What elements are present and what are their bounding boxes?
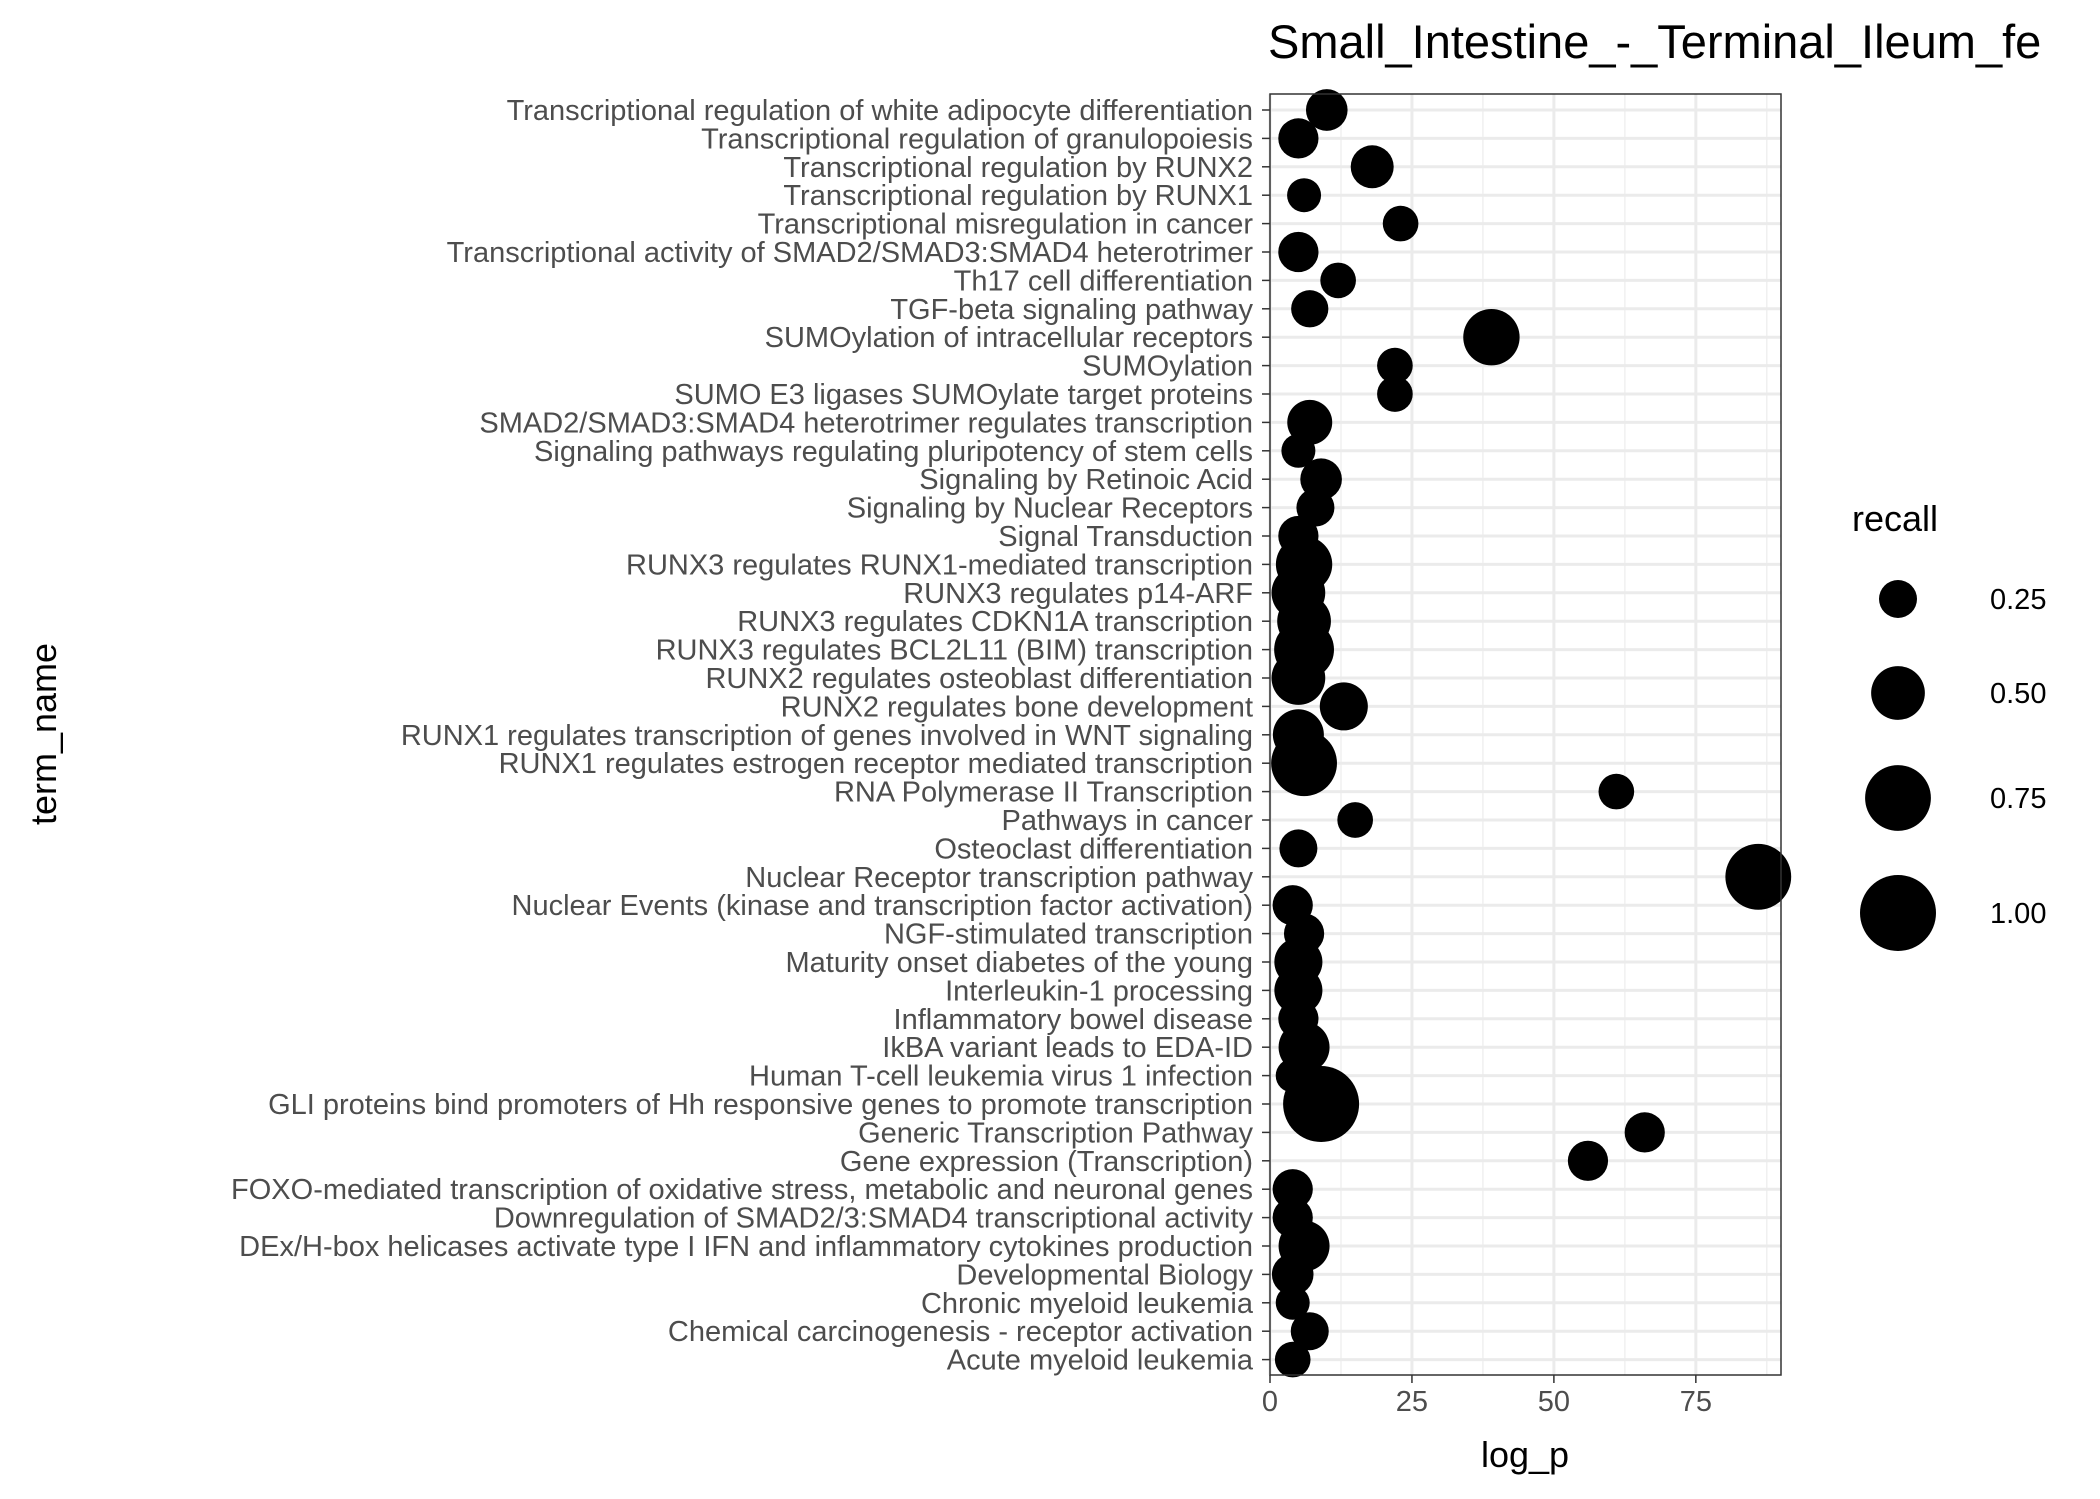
legend-key-circle — [1865, 765, 1931, 831]
y-tick-label: RUNX3 regulates BCL2L11 (BIM) transcript… — [656, 635, 1253, 667]
data-point — [1283, 1066, 1360, 1142]
y-tick-label: Chemical carcinogenesis - receptor activ… — [668, 1316, 1253, 1348]
data-point — [1290, 1312, 1329, 1351]
y-tick-label: SMAD2/SMAD3:SMAD4 heterotrimer regulates… — [479, 407, 1253, 439]
y-tick-label: Acute myeloid leukemia — [947, 1345, 1254, 1377]
y-tick-label: Th17 cell differentiation — [954, 265, 1253, 297]
data-point — [1319, 682, 1368, 731]
x-tick-label: 0 — [1262, 1386, 1278, 1418]
y-tick-label: RNA Polymerase II Transcription — [834, 777, 1253, 809]
y-tick-label: Transcriptional misregulation in cancer — [758, 209, 1254, 241]
data-point — [1320, 262, 1356, 299]
y-tick-label: Transcriptional activity of SMAD2/SMAD3:… — [447, 237, 1254, 269]
y-tick-label: Signaling pathways regulating pluripoten… — [534, 436, 1253, 468]
y-tick-label: Inflammatory bowel disease — [894, 1004, 1253, 1036]
y-tick-label: Transcriptional regulation by RUNX2 — [783, 152, 1253, 184]
data-point — [1624, 1112, 1665, 1153]
data-point — [1275, 1285, 1310, 1320]
data-point — [1350, 145, 1394, 189]
data-point — [1377, 376, 1413, 412]
data-point — [1382, 205, 1419, 242]
data-point — [1287, 178, 1322, 213]
y-tick-label: Interleukin-1 processing — [945, 975, 1253, 1007]
y-tick-label: Gene expression (Transcription) — [840, 1146, 1253, 1178]
y-tick-label: IkBA variant leads to EDA-ID — [882, 1032, 1253, 1064]
y-tick-label: Generic Transcription Pathway — [858, 1117, 1253, 1149]
legend-key-circle — [1871, 666, 1925, 720]
data-point — [1296, 488, 1335, 527]
y-tick-label: RUNX3 regulates CDKN1A transcription — [737, 606, 1253, 638]
y-tick-label: Pathways in cancer — [1002, 805, 1254, 837]
y-tick-label: Signal Transduction — [998, 521, 1253, 553]
data-point — [1278, 231, 1319, 273]
y-tick-label: Downregulation of SMAD2/3:SMAD4 transcri… — [494, 1203, 1254, 1235]
grid-lines — [1268, 94, 1781, 1375]
y-tick-label: SUMOylation of intracellular receptors — [765, 322, 1253, 354]
y-axis-title: term_name — [23, 643, 64, 825]
y-tick-label: Nuclear Events (kinase and transcription… — [512, 890, 1253, 922]
y-tick-label: Maturity onset diabetes of the young — [785, 947, 1253, 979]
data-point — [1463, 309, 1520, 366]
data-point — [1567, 1140, 1609, 1181]
y-tick-label: FOXO-mediated transcription of oxidative… — [231, 1174, 1253, 1206]
y-tick-label: Osteoclast differentiation — [934, 833, 1253, 865]
data-point — [1281, 433, 1316, 468]
data-point — [1291, 290, 1329, 328]
data-point — [1271, 1253, 1314, 1296]
y-tick-label: SUMO E3 ligases SUMOylate target protein… — [674, 379, 1253, 411]
legend-title: recall — [1852, 498, 1938, 539]
data-point — [1377, 347, 1413, 384]
data-points — [1271, 89, 1792, 1378]
chart-title: Small_Intestine_-_Terminal_Ileum_fe — [1268, 15, 2041, 68]
y-tick-label: Chronic myeloid leukemia — [921, 1288, 1254, 1320]
y-tick-label: Human T-cell leukemia virus 1 infection — [749, 1061, 1253, 1093]
x-axis-title: log_p — [1481, 1434, 1569, 1475]
y-tick-label: RUNX2 regulates osteoblast differentiati… — [705, 663, 1253, 695]
legend-label: 1.00 — [1990, 898, 2046, 930]
data-point — [1271, 651, 1326, 705]
data-point — [1271, 730, 1337, 797]
y-tick-label: RUNX3 regulates p14-ARF — [903, 578, 1253, 610]
y-tick-label: Developmental Biology — [956, 1259, 1253, 1291]
data-point — [1598, 773, 1635, 810]
data-point — [1274, 1341, 1311, 1378]
x-tick-label: 25 — [1396, 1386, 1428, 1418]
y-tick-label: Signaling by Retinoic Acid — [919, 464, 1253, 496]
y-tick-label: GLI proteins bind promoters of Hh respon… — [268, 1089, 1253, 1121]
data-point — [1274, 966, 1323, 1015]
y-tick-label: Signaling by Nuclear Receptors — [847, 493, 1253, 525]
y-tick-label: RUNX2 regulates bone development — [781, 691, 1253, 723]
data-point — [1272, 1169, 1313, 1210]
y-tick-label: RUNX3 regulates RUNX1-mediated transcrip… — [626, 549, 1253, 581]
legend-label: 0.75 — [1990, 783, 2046, 815]
y-tick-label: Transcriptional regulation of white adip… — [507, 95, 1253, 127]
x-tick-label: 50 — [1538, 1386, 1570, 1418]
y-tick-label: Transcriptional regulation of granulopoi… — [701, 123, 1253, 155]
data-point — [1725, 843, 1792, 910]
y-axis-ticks: Transcriptional regulation of white adip… — [231, 95, 1270, 1377]
y-tick-label: RUNX1 regulates transcription of genes i… — [401, 720, 1253, 752]
x-axis-ticks: 0 25 50 75 — [1262, 1375, 1712, 1418]
data-point — [1278, 118, 1319, 159]
legend-label: 0.25 — [1990, 584, 2046, 616]
y-tick-label: Nuclear Receptor transcription pathway — [745, 862, 1253, 894]
y-tick-label: SUMOylation — [1082, 351, 1253, 383]
y-tick-label: RUNX1 regulates estrogen receptor mediat… — [499, 748, 1253, 780]
data-point — [1305, 89, 1348, 131]
data-point — [1287, 399, 1333, 445]
x-tick-label: 75 — [1680, 1386, 1712, 1418]
y-tick-label: TGF-beta signaling pathway — [890, 294, 1253, 326]
legend-key-circle — [1879, 580, 1917, 618]
size-legend: recall 0.25 0.50 0.75 1.00 — [1852, 498, 2046, 951]
legend-key-circle — [1860, 875, 1936, 951]
y-tick-label: DEx/H-box helicases activate type I IFN … — [239, 1231, 1253, 1263]
y-tick-label: Transcriptional regulation by RUNX1 — [783, 180, 1253, 212]
data-point — [1337, 802, 1373, 838]
data-point — [1279, 829, 1318, 868]
y-tick-label: NGF-stimulated transcription — [884, 919, 1253, 951]
legend-label: 0.50 — [1990, 678, 2046, 710]
